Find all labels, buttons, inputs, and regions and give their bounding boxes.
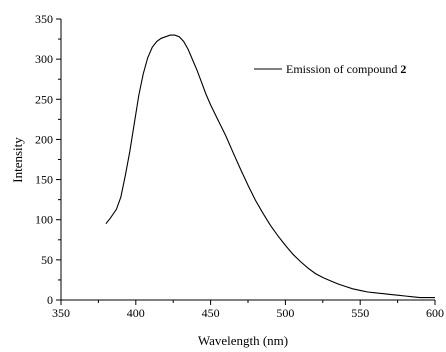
x-tick-label: 550 xyxy=(351,306,369,320)
legend-label-text: Emission of compound xyxy=(286,62,400,76)
series-line xyxy=(105,34,435,299)
x-axis-ticks: 350 400 450 500 550 600 xyxy=(52,300,444,320)
x-tick-label: 450 xyxy=(202,306,220,320)
y-axis-ticks: 0 50 100 150 200 250 300 350 xyxy=(35,12,61,307)
legend-label: Emission of compound 2 xyxy=(286,62,406,76)
y-tick-label: 100 xyxy=(35,213,53,227)
x-tick-label: 400 xyxy=(127,306,145,320)
y-tick-label: 50 xyxy=(41,253,53,267)
x-tick-label: 600 xyxy=(426,306,444,320)
y-tick-label: 350 xyxy=(35,12,53,26)
y-tick-label: 200 xyxy=(35,132,53,146)
y-axis-title: Intensity xyxy=(10,137,25,183)
legend: Emission of compound 2 xyxy=(254,62,406,76)
y-tick-label: 250 xyxy=(35,92,53,106)
x-axis-title: Wavelength (nm) xyxy=(198,333,288,348)
x-tick-label: 350 xyxy=(52,306,70,320)
y-tick-label: 300 xyxy=(35,52,53,66)
x-tick-label: 500 xyxy=(276,306,294,320)
y-tick-label: 0 xyxy=(47,293,53,307)
legend-label-bold: 2 xyxy=(400,62,406,76)
series-group xyxy=(105,34,435,299)
y-tick-label: 150 xyxy=(35,173,53,187)
